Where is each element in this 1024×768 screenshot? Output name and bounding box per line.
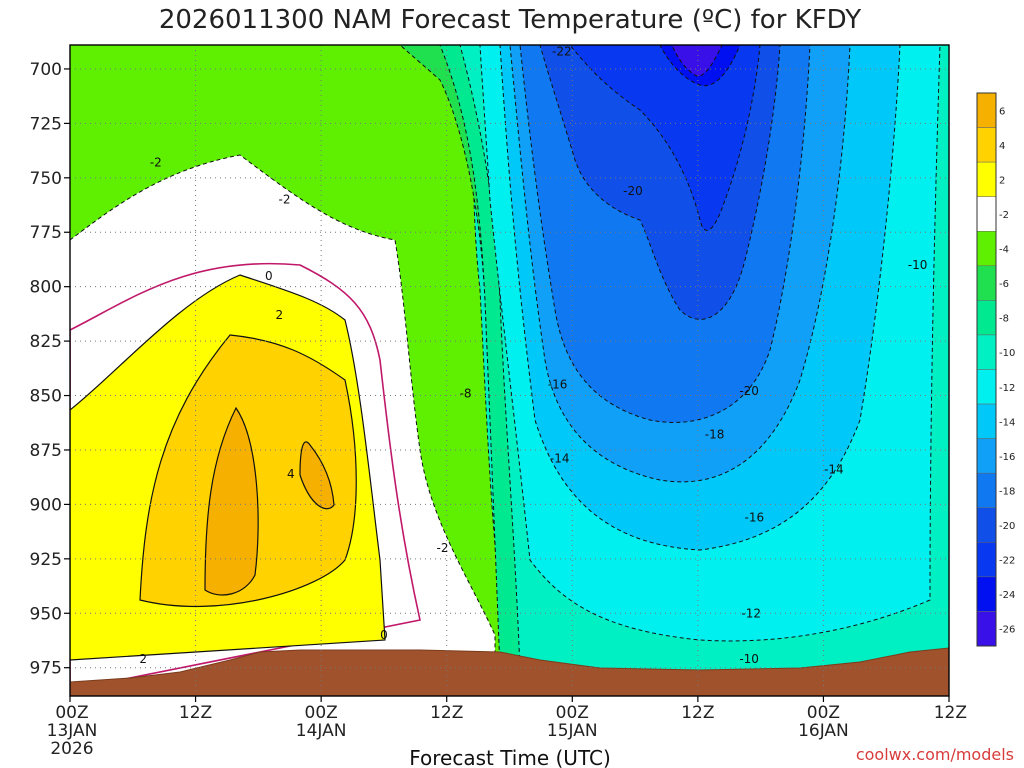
colorbar-swatch: [976, 265, 997, 301]
colorbar-swatch: [976, 403, 997, 439]
colorbar-swatch: [976, 611, 997, 647]
colorbar-label: -24: [999, 590, 1015, 601]
contour-labels: -22 -2 -2 -20 -10 0 2 -16 -20 -8 -18 -14 -14 4 -16 -2 -1…: [139, 45, 927, 666]
colorbar: 6 4 2 -2 -4 -6 -8 -10 -12 -14 -16 -18 -20 -22 -24 -26: [976, 92, 1015, 647]
contour-label: -2: [279, 193, 291, 207]
grid-lines: [70, 45, 949, 696]
x-tick-label: 13JAN: [47, 721, 98, 741]
colorbar-label: -26: [999, 625, 1015, 636]
band-minus22: [569, 45, 761, 231]
contour-label: 0: [380, 628, 388, 642]
colorbar-swatch: [976, 196, 997, 232]
colorbar-label: -4: [999, 245, 1009, 256]
terrain-ground: [70, 647, 949, 696]
colorbar-swatch: [976, 161, 997, 197]
colorbar-swatch: [976, 300, 997, 336]
y-tick-label: 825: [30, 332, 62, 352]
temperature-field: [70, 45, 949, 696]
y-tick-label: 950: [30, 604, 62, 624]
y-tick-label: 800: [30, 278, 62, 298]
band-6a: [204, 406, 259, 596]
contour-label: -14: [824, 463, 844, 477]
colorbar-swatch: [976, 472, 997, 508]
colorbar-swatch: [976, 231, 997, 267]
contour-label: -2: [150, 156, 162, 170]
contour-label: -20: [739, 384, 759, 398]
colorbar-label: -8: [999, 314, 1009, 325]
x-tick-label: 16JAN: [798, 721, 849, 741]
contour-label: -18: [705, 428, 725, 442]
contour-label: -2: [437, 541, 449, 555]
x-tick-label: 12Z: [681, 703, 714, 723]
x-tick-label: 12Z: [430, 703, 463, 723]
colorbar-swatch: [976, 438, 997, 474]
x-tick-label: 00Z: [55, 703, 88, 723]
colorbar-swatch: [976, 334, 997, 370]
colorbar-label: -16: [999, 452, 1015, 463]
contour-label: 0: [265, 269, 273, 283]
contour-label: 4: [287, 467, 295, 481]
credit-link[interactable]: coolwx.com/models: [856, 745, 1014, 764]
colorbar-label: -12: [999, 383, 1015, 394]
y-tick-label: 900: [30, 495, 62, 515]
x-tick-label: 12Z: [179, 703, 212, 723]
contour-label: -12: [741, 606, 761, 620]
colorbar-label: -6: [999, 279, 1009, 290]
x-tick-label: 00Z: [807, 703, 840, 723]
x-tick-label: 14JAN: [296, 721, 347, 741]
x-tick-label: 15JAN: [547, 721, 598, 741]
x-tick-label: 12Z: [934, 703, 967, 723]
y-tick-label: 700: [30, 60, 62, 80]
y-tick-label: 775: [30, 223, 62, 243]
contour-label: -10: [908, 258, 928, 272]
x-tick-label: 00Z: [305, 703, 338, 723]
chart-title: 2026011300 NAM Forecast Temperature (ºC)…: [159, 5, 861, 35]
y-tick-label: 750: [30, 169, 62, 189]
y-tick-label: 925: [30, 550, 62, 570]
plot-frame: [69, 44, 950, 697]
contour-label: -20: [623, 184, 643, 198]
colorbar-swatch: [976, 369, 997, 405]
contour-label: -10: [739, 652, 759, 666]
y-axis: 700 725 750 775 800 825 850 875 900 925 950 975: [30, 60, 70, 679]
colorbar-label: -10: [999, 348, 1015, 359]
colorbar-label: -22: [999, 556, 1015, 567]
y-tick-label: 725: [30, 114, 62, 134]
x-tick-label: 2026: [50, 739, 93, 759]
contour-label: 2: [139, 652, 147, 666]
y-tick-label: 850: [30, 387, 62, 407]
colorbar-label: -14: [999, 417, 1015, 428]
colorbar-label: 2: [999, 175, 1005, 186]
contour-label: -16: [745, 510, 765, 524]
colorbar-frame: [976, 92, 997, 647]
colorbar-label: -2: [999, 210, 1009, 221]
y-tick-label: 875: [30, 441, 62, 461]
colorbar-swatch: [976, 507, 997, 543]
y-tick-label: 975: [30, 659, 62, 679]
colorbar-label: -18: [999, 486, 1015, 497]
colorbar-label: 6: [999, 106, 1005, 117]
band-minus26: [671, 45, 723, 77]
x-axis-label: Forecast Time (UTC): [409, 746, 611, 768]
contour-label: -8: [460, 386, 472, 400]
contour-label: -16: [548, 378, 568, 392]
colorbar-swatch: [976, 92, 997, 128]
contour-label: -14: [550, 452, 570, 466]
colorbar-swatch: [976, 127, 997, 163]
contour-label: 2: [275, 308, 283, 322]
colorbar-label: 4: [999, 141, 1005, 152]
colorbar-label: -20: [999, 521, 1015, 532]
x-tick-label: 00Z: [556, 703, 589, 723]
contour-label: -22: [552, 45, 572, 59]
colorbar-swatch: [976, 542, 997, 578]
band-6b: [299, 441, 335, 510]
colorbar-swatch: [976, 576, 997, 612]
